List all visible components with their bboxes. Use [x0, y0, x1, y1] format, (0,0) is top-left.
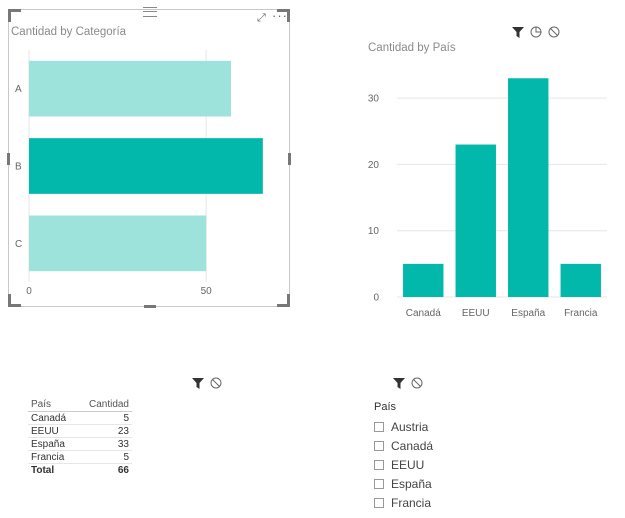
slicer-item[interactable]: España	[374, 477, 432, 491]
drag-grip-icon[interactable]	[143, 7, 157, 17]
x-tick-label: España	[511, 308, 545, 319]
bar-chart-pais[interactable]: 0 10 20 30 Canadá EEUU España Francia	[355, 60, 625, 330]
column-Francia[interactable]	[560, 263, 601, 297]
y-tick-label: 20	[368, 160, 380, 171]
checkbox[interactable]	[374, 460, 384, 470]
table-total-row: Total 66	[28, 463, 132, 476]
table-row[interactable]: EEUU 23	[28, 424, 132, 438]
table-cell: 33	[78, 437, 132, 451]
table-cell: 5	[78, 411, 132, 425]
table-row[interactable]: Francia 5	[28, 450, 132, 464]
visual-header-icons	[192, 377, 222, 389]
no-filter-icon[interactable]	[210, 377, 222, 389]
x-tick-label: EEUU	[462, 308, 490, 319]
table-cell: 66	[78, 463, 132, 476]
resize-handle-bottom[interactable]	[144, 305, 156, 308]
slicer-title: País	[374, 401, 397, 413]
checkbox[interactable]	[374, 441, 384, 451]
slicer-item[interactable]: EEUU	[374, 458, 424, 472]
y-tick-label: 30	[368, 94, 380, 105]
table-cell: España	[28, 437, 78, 451]
resize-corner[interactable]	[8, 294, 21, 307]
visual-header-icons	[393, 377, 423, 389]
resize-corner[interactable]	[8, 9, 21, 22]
x-tick-label: Canadá	[406, 308, 441, 319]
chart-title: Cantidad by País	[368, 42, 456, 54]
chart-title: Cantidad by Categoría	[11, 26, 127, 38]
focus-mode-icon[interactable]: ⤢	[257, 12, 266, 24]
table-row[interactable]: España 33	[28, 437, 132, 451]
x-tick-label: 0	[26, 286, 32, 297]
y-tick-label: 10	[368, 226, 380, 237]
column-Canadá[interactable]	[403, 263, 444, 297]
resize-handle-right[interactable]	[288, 153, 291, 165]
bar-C[interactable]	[29, 215, 207, 272]
table-row[interactable]: Canadá 5	[28, 411, 132, 425]
visual-header-icons	[512, 26, 560, 38]
column-España[interactable]	[508, 78, 549, 297]
table-cell: Canadá	[28, 411, 78, 425]
table-cell: 5	[78, 450, 132, 464]
slicer-item[interactable]: Canadá	[374, 439, 433, 453]
checkbox[interactable]	[374, 479, 384, 489]
filter-icon[interactable]	[393, 377, 405, 389]
bar-B[interactable]	[29, 138, 263, 194]
x-tick-label: 50	[201, 286, 213, 297]
filter-icon[interactable]	[512, 26, 524, 38]
filter-icon[interactable]	[192, 377, 204, 389]
y-tick-label: B	[15, 162, 22, 173]
bar-A[interactable]	[29, 60, 231, 117]
table-cell: 23	[78, 424, 132, 438]
resize-handle-left[interactable]	[7, 153, 10, 165]
no-filter-icon[interactable]	[411, 377, 423, 389]
y-tick-label: C	[15, 239, 22, 250]
x-tick-label: Francia	[564, 308, 598, 319]
table-cell: Francia	[28, 450, 78, 464]
checkbox[interactable]	[374, 422, 384, 432]
table-visual[interactable]: País Cantidad Canadá 5 EEUU 23 España 33 Fr…	[28, 398, 132, 476]
highlight-icon[interactable]	[530, 26, 542, 38]
slicer-item[interactable]: Austria	[374, 420, 428, 434]
bar-chart-categoria[interactable]: 0 50 A B C	[9, 10, 289, 306]
y-tick-label: 0	[373, 293, 379, 304]
table-cell: EEUU	[28, 424, 78, 438]
resize-corner[interactable]	[277, 9, 290, 22]
y-tick-label: A	[15, 84, 22, 95]
column-EEUU[interactable]	[455, 144, 496, 297]
table-cell: Total	[28, 463, 78, 476]
no-filter-icon[interactable]	[548, 26, 560, 38]
slicer-item[interactable]: Francia	[374, 496, 431, 510]
visual-cantidad-by-categoria[interactable]: ⤢ ··· Cantidad by Categoría 0 50 A B C	[7, 7, 291, 308]
column-header[interactable]: País	[28, 398, 78, 412]
resize-corner[interactable]	[277, 294, 290, 307]
checkbox[interactable]	[374, 498, 384, 508]
column-header[interactable]: Cantidad	[78, 398, 132, 412]
more-options-icon[interactable]: ···	[272, 8, 288, 23]
